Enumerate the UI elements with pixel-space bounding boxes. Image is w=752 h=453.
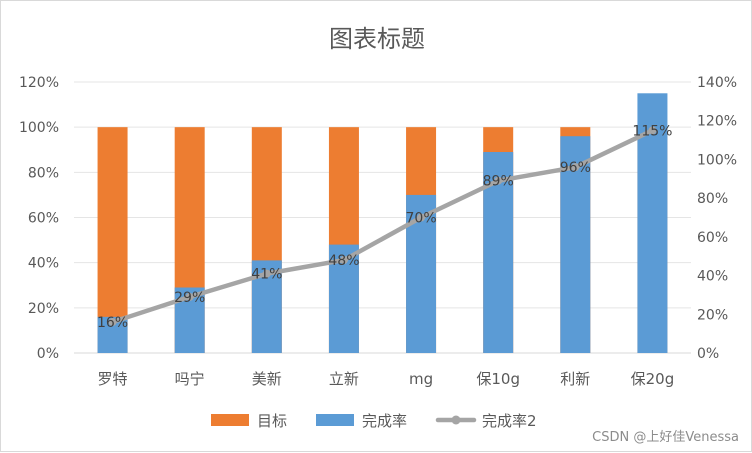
data-label: 115% [632,123,672,139]
left-tick-label: 60% [28,211,59,227]
left-tick-label: 100% [19,120,59,136]
legend-marker [451,415,461,425]
right-tick-label: 20% [697,307,728,323]
category-label: 吗宁 [175,370,205,388]
category-axis: 罗特 吗宁 美新 立新 mg 保10g 利新 保20g [98,370,675,388]
left-tick-label: 80% [28,165,59,181]
line-point [339,256,348,265]
bar-target [97,127,128,354]
line-point [494,176,503,185]
right-tick-label: 0% [697,346,719,362]
right-axis: 0% 20% 40% 60% 80% 100% 120% 140% [697,75,737,362]
line-series [108,126,657,327]
category-label: 美新 [252,370,282,388]
line-point [108,318,117,327]
right-tick-label: 80% [697,191,728,207]
right-tick-label: 40% [697,269,728,285]
category-label: 保20g [631,370,675,388]
line-point [571,163,580,172]
data-label: 29% [174,290,205,306]
bars [97,93,668,354]
watermark: CSDN @上好佳Venessa [592,430,739,445]
data-label: 16% [97,315,128,331]
legend-swatch [211,414,249,426]
completion-line [110,128,655,325]
legend-swatch [316,414,354,426]
right-tick-label: 60% [697,230,728,246]
legend-label: 完成率2 [482,412,537,430]
right-tick-label: 100% [697,152,737,168]
category-label: 利新 [560,370,590,388]
data-label: 48% [328,253,359,269]
legend-label: 目标 [257,412,287,430]
legend-label: 完成率 [362,412,407,430]
category-label: mg [409,370,433,388]
chart-title: 图表标题 [329,25,425,53]
left-tick-label: 0% [37,346,59,362]
data-label: 70% [406,211,437,227]
data-labels: 16% 29% 41% 48% 70% 89% 96% 115% [97,123,672,331]
data-label: 96% [560,160,591,176]
data-label: 41% [251,267,282,283]
right-tick-label: 120% [697,114,737,130]
bar-completion [560,136,591,353]
left-tick-label: 20% [28,301,59,317]
category-label: 保10g [476,370,520,388]
category-label: 立新 [329,370,359,388]
data-label: 89% [483,174,514,190]
line-point [262,269,271,278]
left-axis: 0% 20% 40% 60% 80% 100% 120% [19,75,59,362]
line-point [185,292,194,301]
left-tick-label: 40% [28,256,59,272]
legend: 目标 完成率 完成率2 [211,412,537,430]
gridlines [74,81,691,354]
category-label: 罗特 [98,370,128,388]
left-tick-label: 120% [19,75,59,91]
right-tick-label: 140% [697,75,737,91]
line-point [417,213,426,222]
line-point [648,126,657,135]
